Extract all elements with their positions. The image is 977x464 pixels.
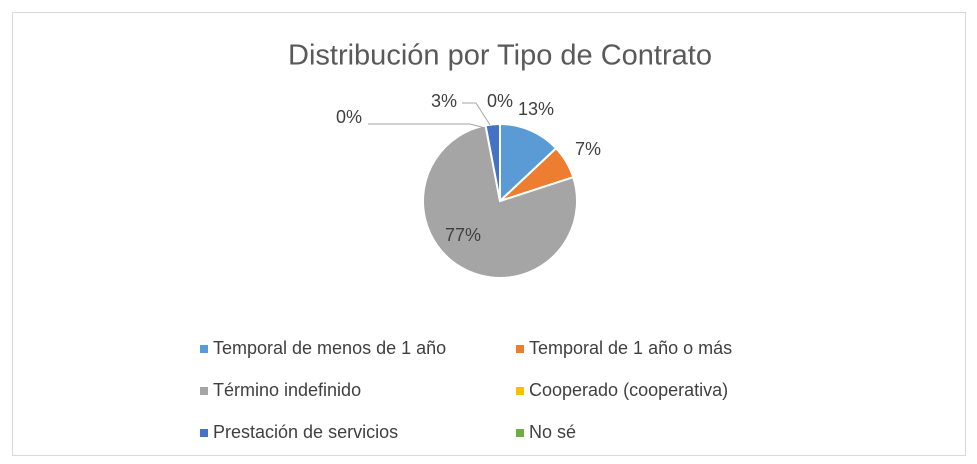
legend-label: No sé xyxy=(529,422,576,442)
legend-label: Prestación de servicios xyxy=(213,422,398,442)
data-label: 77% xyxy=(445,225,481,245)
pie-slice xyxy=(422,124,578,279)
legend-swatch xyxy=(200,387,208,395)
leader-line xyxy=(462,102,491,126)
pie-slice xyxy=(499,122,558,204)
legend-label: Término indefinido xyxy=(213,380,361,400)
data-label: 7% xyxy=(575,139,601,159)
legend-label: Temporal de 1 año o más xyxy=(529,338,732,358)
legend-label: Temporal de menos de 1 año xyxy=(213,338,446,358)
legend-swatch xyxy=(200,345,208,353)
data-label: 13% xyxy=(518,99,554,119)
legend-label: Cooperado (cooperativa) xyxy=(529,380,728,400)
legend-swatch xyxy=(516,387,524,395)
legend-swatch xyxy=(516,345,524,353)
data-label: 3% xyxy=(431,91,457,111)
legend-swatch xyxy=(516,429,524,437)
chart-title: Distribución por Tipo de Contrato xyxy=(288,40,712,72)
legend-swatch xyxy=(200,429,208,437)
data-label: 0% xyxy=(336,107,362,127)
data-label: 0% xyxy=(487,91,513,111)
